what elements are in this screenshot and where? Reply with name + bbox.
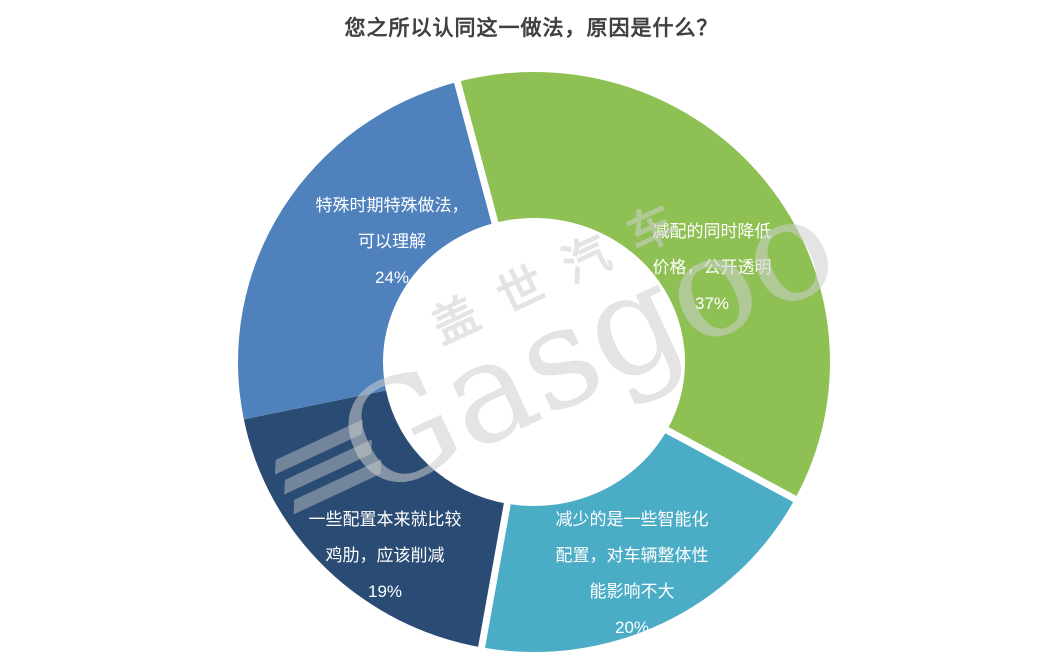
pie-slice [238,81,495,420]
pie-slice [243,390,508,648]
slice-separator [658,423,802,505]
slice-separator [452,75,501,231]
slice-separator [477,496,513,654]
pie-slice [457,72,831,500]
chart-title: 您之所以认同这一做法，原因是什么？ [344,17,719,40]
pie-slice [481,430,795,652]
